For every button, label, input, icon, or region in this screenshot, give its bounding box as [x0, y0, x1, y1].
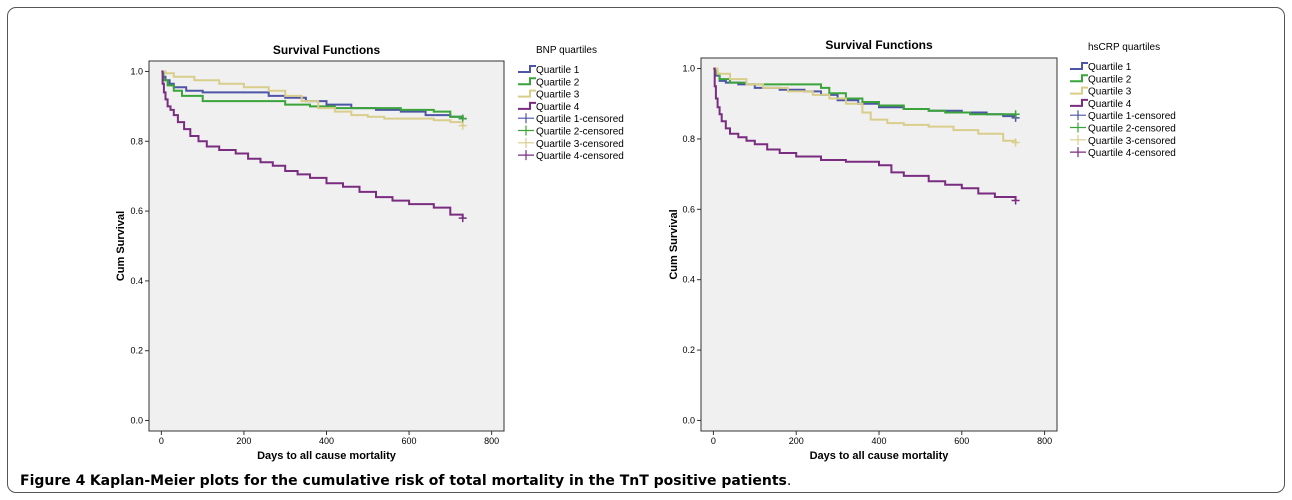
y-tick-label: 0.2 [682, 345, 695, 355]
legend-title: hsCRP quartiles [1088, 42, 1160, 53]
legend-swatch-line [1070, 86, 1088, 95]
chart-title: Survival Functions [273, 43, 381, 57]
x-tick-label: 800 [1037, 436, 1052, 446]
censor-mark-quartile-3 [1011, 138, 1020, 147]
legend-swatch-line [1070, 74, 1088, 83]
series-line-quartile-3 [161, 70, 464, 126]
legend-entry: Quartile 3 [536, 90, 580, 101]
figure-caption: Figure 4 Kaplan-Meier plots for the cumu… [20, 473, 791, 489]
censor-mark-quartile-4 [1011, 196, 1020, 205]
x-axis-label: Days to all cause mortality [810, 450, 950, 462]
caption-text: Kaplan-Meier plots for the cumulative ri… [89, 473, 787, 489]
legend-swatch-censor [1070, 147, 1086, 158]
legend-swatch-line [518, 77, 536, 86]
chart-1: Survival Functions 0.0 0.2 0.4 0.6 0.8 1.0 0 200… [115, 43, 624, 462]
figure-frame: Survival Functions 0.0 0.2 0.4 0.6 0.8 1.0 0 200… [7, 7, 1285, 493]
legend-entry: Quartile 4-censored [1088, 148, 1176, 159]
chart-title: Survival Functions [825, 38, 933, 52]
series-line-quartile-4 [161, 70, 464, 219]
x-axis-label: Days to all cause mortality [257, 450, 397, 462]
y-tick-label: 1.0 [682, 64, 695, 74]
figure-svg: Survival Functions 0.0 0.2 0.4 0.6 0.8 1.0 0 200… [115, 38, 1176, 462]
legend-entry: Quartile 2-censored [1088, 124, 1176, 135]
x-tick-label: 200 [789, 436, 804, 446]
series-group [713, 67, 1017, 201]
legend-entry: Quartile 2 [536, 77, 580, 88]
y-axis-label: Cum Survival [668, 209, 680, 279]
legend-swatch-censor [518, 113, 534, 124]
legend-entry: Quartile 2 [1088, 74, 1132, 85]
legend-swatch-censor [1070, 110, 1086, 121]
legend-swatch-censor [518, 137, 534, 148]
caption-end: . [786, 473, 792, 489]
legend-title: BNP quartiles [536, 45, 597, 56]
y-axis-label: Cum Survival [115, 211, 127, 281]
legend-entry: Quartile 1 [1088, 62, 1132, 73]
legend-swatch-line [1070, 62, 1088, 70]
x-tick-label: 600 [402, 436, 417, 446]
legend-entry: Quartile 1 [536, 65, 580, 76]
legend-swatch-censor [1070, 122, 1086, 133]
y-tick-label: 0.2 [130, 346, 143, 356]
y-tick-label: 0.0 [130, 416, 143, 426]
legend-swatch-censor [518, 125, 534, 136]
legend-entry: Quartile 3 [1088, 87, 1132, 98]
legend-entry: Quartile 1-censored [536, 114, 624, 125]
x-tick-label: 600 [954, 436, 969, 446]
y-tick-label: 0.4 [130, 276, 143, 286]
series-line-quartile-2 [161, 70, 464, 119]
plot-area [148, 60, 505, 432]
y-tick-label: 0.8 [130, 136, 143, 146]
legend-swatch-line [518, 89, 536, 98]
y-tick-label: 0.8 [682, 134, 695, 144]
x-tick-label: 0 [711, 436, 716, 446]
x-tick-label: 400 [319, 436, 334, 446]
x-tick-label: 400 [871, 436, 886, 446]
legend-entry: Quartile 2-censored [536, 127, 624, 138]
censor-mark-quartile-2 [1011, 110, 1020, 119]
legend-swatch-line [518, 65, 536, 73]
censor-mark-quartile-4 [458, 214, 467, 223]
legend-entry: Quartile 4 [536, 102, 580, 113]
series-group [161, 70, 464, 219]
legend-swatch-line [518, 101, 536, 110]
series-line-quartile-3 [713, 67, 1017, 143]
y-tick-label: 0.4 [682, 275, 695, 285]
censor-mark-quartile-3 [458, 121, 467, 130]
y-tick-label: 0.0 [682, 415, 695, 425]
x-tick-label: 0 [159, 436, 164, 446]
chart-2: Survival Functions 0.0 0.2 0.4 0.6 0.8 1.0 0 200… [668, 38, 1176, 462]
legend-entry: Quartile 4 [1088, 99, 1132, 110]
x-tick-label: 800 [484, 436, 499, 446]
legend-swatch-censor [518, 150, 534, 161]
censor-mark-quartile-2 [458, 114, 467, 123]
y-tick-label: 0.6 [682, 204, 695, 214]
y-tick-label: 0.6 [130, 206, 143, 216]
x-tick-label: 200 [236, 436, 251, 446]
series-line-quartile-4 [713, 67, 1017, 201]
legend-entry: Quartile 3-censored [536, 139, 624, 150]
caption-label: Figure 4 [20, 473, 86, 489]
legend-swatch-censor [1070, 134, 1086, 145]
legend-swatch-line [1070, 98, 1088, 107]
legend-entry: Quartile 1-censored [1088, 111, 1176, 122]
legend-entry: Quartile 3-censored [1088, 136, 1176, 147]
legend-entry: Quartile 4-censored [536, 151, 624, 162]
y-tick-label: 1.0 [130, 66, 143, 76]
